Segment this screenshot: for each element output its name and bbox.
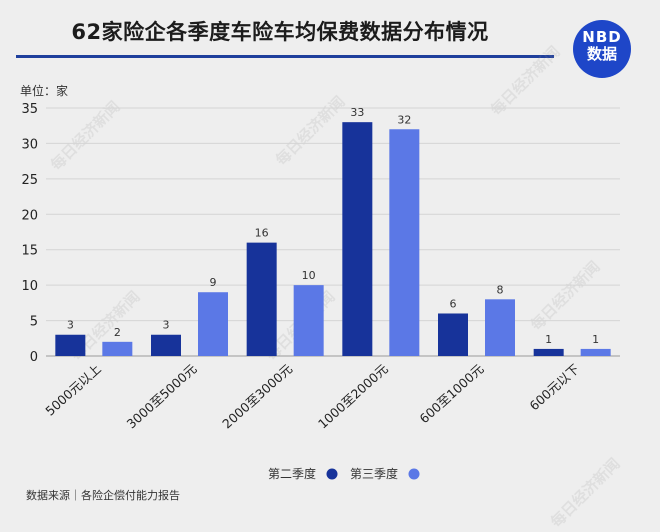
- bar-q2: [438, 313, 468, 356]
- y-tick-label: 30: [21, 137, 38, 152]
- x-tick-label: 2000至3000元: [219, 361, 295, 431]
- data-label: 16: [255, 227, 269, 240]
- data-label: 1: [592, 333, 599, 346]
- data-label: 32: [397, 113, 411, 126]
- bar-q3: [580, 348, 611, 356]
- x-tick-label: 1000至2000元: [315, 361, 391, 431]
- data-label: 3: [67, 319, 74, 332]
- x-tick-label: 600元以下: [527, 361, 583, 413]
- chart-canvas: 62家险企各季度车险车均保费数据分布情况 NBD 数据 单位：家 每日经济新闻 …: [16, 20, 631, 531]
- data-label: 8: [497, 283, 504, 296]
- bar-q3: [485, 299, 515, 356]
- bar-q2: [342, 122, 373, 357]
- data-label: 10: [302, 269, 316, 282]
- bar-q3: [102, 341, 133, 356]
- legend-label: 第三季度: [350, 466, 398, 481]
- data-label: 9: [210, 276, 217, 289]
- data-label: 2: [114, 326, 121, 339]
- logo-line1: NBD: [582, 28, 622, 46]
- bar-q3: [389, 129, 420, 356]
- y-tick-label: 35: [21, 102, 38, 117]
- bar-q2: [151, 334, 181, 356]
- bar-chart: 05101520253035325000元以上393000至5000元16102…: [21, 102, 620, 481]
- y-tick-label: 10: [21, 279, 38, 294]
- y-tick-label: 25: [21, 173, 38, 188]
- y-tick-label: 5: [30, 315, 38, 330]
- bar-q2: [246, 242, 277, 356]
- x-tick-label: 600至1000元: [417, 361, 487, 426]
- chart-title: 62家险企各季度车险车均保费数据分布情况: [71, 20, 489, 44]
- y-tick-label: 0: [30, 350, 38, 365]
- legend-swatch: [326, 468, 338, 480]
- bar-q3: [198, 292, 228, 356]
- logo-line2: 数据: [586, 44, 617, 63]
- bar-q3: [293, 285, 324, 356]
- title-underline: [16, 55, 554, 58]
- data-label: 1: [545, 333, 552, 346]
- legend-label: 第二季度: [268, 466, 316, 481]
- data-source: 数据来源｜各险企偿付能力报告: [26, 489, 180, 502]
- data-label: 3: [163, 319, 170, 332]
- y-tick-label: 20: [21, 208, 38, 223]
- bar-q2: [55, 334, 86, 356]
- nbd-logo: NBD 数据: [573, 20, 631, 78]
- y-tick-label: 15: [21, 244, 38, 259]
- bar-q2: [533, 348, 564, 356]
- data-label: 6: [450, 297, 457, 310]
- unit-label: 单位：家: [20, 84, 69, 98]
- legend-swatch: [408, 468, 420, 480]
- x-tick-label: 5000元以上: [42, 361, 104, 419]
- x-tick-label: 3000至5000元: [124, 361, 200, 431]
- data-label: 33: [350, 106, 364, 119]
